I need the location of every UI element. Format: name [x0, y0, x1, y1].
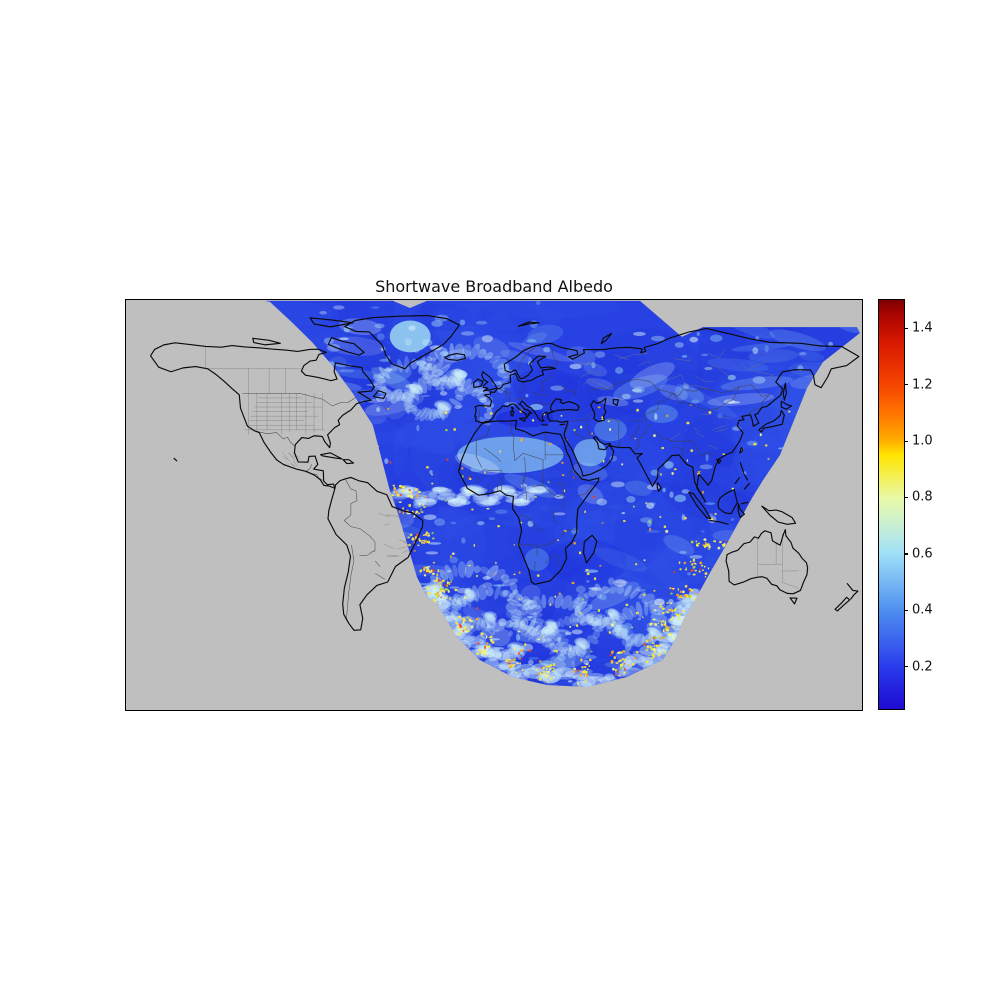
- colorbar: 0.2 0.4 0.6 0.8 1.0 1.2 1.4: [878, 299, 933, 710]
- colorbar-tick-mark: [904, 440, 908, 442]
- colorbar-tick-mark: [904, 327, 908, 329]
- colorbar-tick-label: 1.4: [912, 320, 933, 336]
- colorbar-tick-label: 0.2: [912, 659, 933, 675]
- plot-title: Shortwave Broadband Albedo: [375, 277, 613, 296]
- colorbar-tick-mark: [904, 666, 908, 668]
- colorbar-tick-label: 0.8: [912, 489, 933, 505]
- colorbar-tick-label: 1.0: [912, 433, 933, 449]
- colorbar-tick-label: 1.2: [912, 377, 933, 393]
- albedo-map-canvas: [126, 300, 862, 710]
- colorbar-tick-label: 0.4: [912, 602, 933, 618]
- colorbar-gradient: [879, 300, 904, 709]
- colorbar-tick-mark: [904, 609, 908, 612]
- colorbar-tick-mark: [904, 384, 908, 386]
- map-axes: [125, 299, 863, 711]
- colorbar-tick-label: 0.6: [912, 546, 933, 562]
- colorbar-tick-mark: [904, 496, 908, 499]
- colorbar-tick-mark: [904, 553, 908, 555]
